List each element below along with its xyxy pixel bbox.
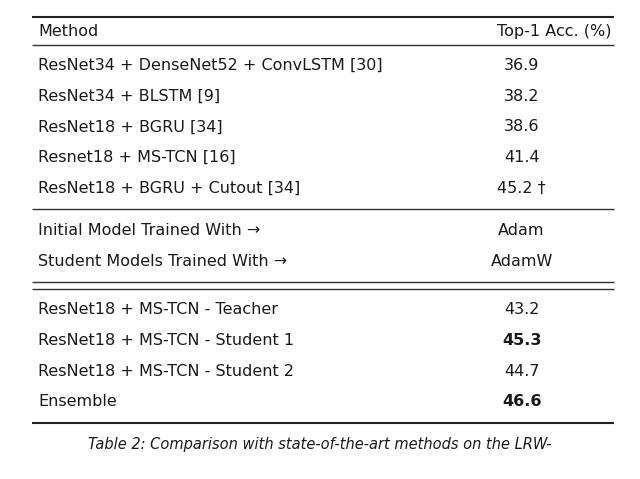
Text: 41.4: 41.4	[504, 150, 540, 165]
Text: 38.2: 38.2	[504, 89, 540, 104]
Text: ResNet18 + BGRU + Cutout [34]: ResNet18 + BGRU + Cutout [34]	[38, 181, 301, 196]
Text: Top-1 Acc. (%): Top-1 Acc. (%)	[497, 23, 611, 39]
Text: 44.7: 44.7	[504, 364, 540, 379]
Text: 43.2: 43.2	[504, 302, 540, 318]
Text: 45.2 †: 45.2 †	[497, 181, 546, 196]
Text: 38.6: 38.6	[504, 119, 540, 135]
Text: 45.3: 45.3	[502, 333, 541, 348]
Text: ResNet34 + BLSTM [9]: ResNet34 + BLSTM [9]	[38, 89, 221, 104]
Text: 46.6: 46.6	[502, 394, 541, 410]
Text: ResNet18 + BGRU [34]: ResNet18 + BGRU [34]	[38, 119, 223, 135]
Text: ResNet18 + MS-TCN - Teacher: ResNet18 + MS-TCN - Teacher	[38, 302, 278, 318]
Text: ResNet18 + MS-TCN - Student 1: ResNet18 + MS-TCN - Student 1	[38, 333, 294, 348]
Text: Resnet18 + MS-TCN [16]: Resnet18 + MS-TCN [16]	[38, 150, 236, 165]
Text: Student Models Trained With →: Student Models Trained With →	[38, 253, 287, 269]
Text: AdamW: AdamW	[490, 253, 553, 269]
Text: Ensemble: Ensemble	[38, 394, 117, 410]
Text: Method: Method	[38, 23, 99, 39]
Text: ResNet34 + DenseNet52 + ConvLSTM [30]: ResNet34 + DenseNet52 + ConvLSTM [30]	[38, 58, 383, 73]
Text: Initial Model Trained With →: Initial Model Trained With →	[38, 223, 260, 238]
Text: Table 2: Comparison with state-of-the-art methods on the LRW-: Table 2: Comparison with state-of-the-ar…	[88, 437, 552, 452]
Text: Adam: Adam	[499, 223, 545, 238]
Text: 36.9: 36.9	[504, 58, 540, 73]
Text: ResNet18 + MS-TCN - Student 2: ResNet18 + MS-TCN - Student 2	[38, 364, 294, 379]
